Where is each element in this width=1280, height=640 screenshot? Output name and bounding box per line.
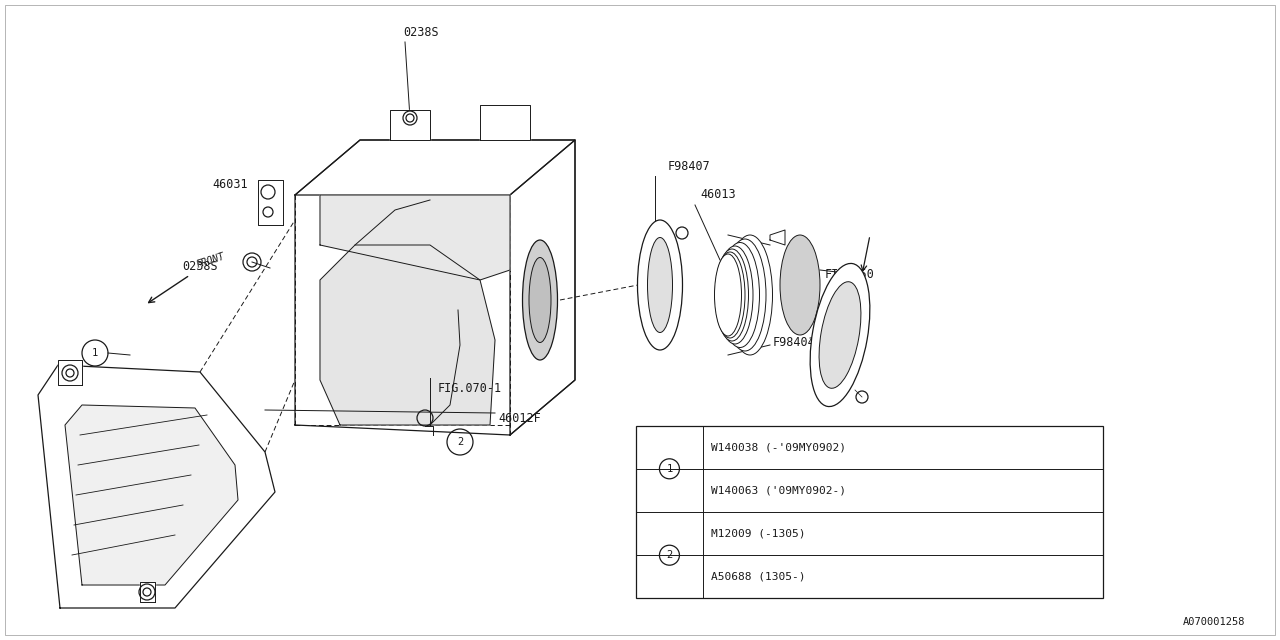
Text: W140063 ('09MY0902-): W140063 ('09MY0902-) bbox=[710, 485, 846, 495]
Ellipse shape bbox=[717, 246, 753, 344]
Polygon shape bbox=[509, 140, 575, 435]
Polygon shape bbox=[58, 360, 82, 385]
Text: 1: 1 bbox=[92, 348, 99, 358]
Ellipse shape bbox=[810, 264, 870, 406]
Text: 46012F: 46012F bbox=[498, 412, 540, 424]
Ellipse shape bbox=[724, 239, 765, 351]
Ellipse shape bbox=[721, 243, 759, 348]
Text: FIG.050: FIG.050 bbox=[826, 269, 874, 282]
Polygon shape bbox=[294, 140, 575, 195]
Ellipse shape bbox=[780, 235, 820, 335]
Text: M12009 (-1305): M12009 (-1305) bbox=[710, 529, 805, 539]
Ellipse shape bbox=[727, 235, 773, 355]
Polygon shape bbox=[38, 365, 275, 608]
Ellipse shape bbox=[714, 254, 741, 336]
Polygon shape bbox=[320, 245, 495, 425]
Ellipse shape bbox=[819, 282, 861, 388]
Polygon shape bbox=[294, 140, 575, 435]
Ellipse shape bbox=[529, 257, 550, 342]
Ellipse shape bbox=[716, 249, 749, 341]
Ellipse shape bbox=[637, 220, 682, 350]
Polygon shape bbox=[509, 140, 575, 435]
Polygon shape bbox=[320, 195, 509, 280]
Text: FIG.070-1: FIG.070-1 bbox=[438, 381, 502, 394]
Ellipse shape bbox=[522, 240, 558, 360]
Text: F98407: F98407 bbox=[668, 159, 710, 173]
Text: 2: 2 bbox=[457, 437, 463, 447]
Text: 46013: 46013 bbox=[700, 189, 736, 202]
Polygon shape bbox=[771, 230, 785, 245]
Polygon shape bbox=[294, 140, 575, 195]
Polygon shape bbox=[140, 582, 155, 602]
Ellipse shape bbox=[716, 252, 745, 338]
Text: W140038 (-'09MY0902): W140038 (-'09MY0902) bbox=[710, 442, 846, 452]
Text: A50688 (1305-): A50688 (1305-) bbox=[710, 572, 805, 582]
Bar bbox=[636, 426, 1103, 598]
Text: FRONT: FRONT bbox=[195, 252, 227, 270]
Text: F98404: F98404 bbox=[772, 335, 815, 349]
Text: 1: 1 bbox=[667, 464, 672, 474]
Polygon shape bbox=[390, 110, 430, 140]
Polygon shape bbox=[65, 405, 238, 585]
Text: A070001258: A070001258 bbox=[1183, 617, 1245, 627]
Text: 2: 2 bbox=[667, 550, 672, 560]
Polygon shape bbox=[259, 180, 283, 225]
Ellipse shape bbox=[648, 237, 672, 333]
Polygon shape bbox=[480, 105, 530, 140]
Text: 0238S: 0238S bbox=[403, 26, 439, 38]
Text: 0238S: 0238S bbox=[182, 260, 218, 273]
Text: 46031: 46031 bbox=[212, 179, 248, 191]
